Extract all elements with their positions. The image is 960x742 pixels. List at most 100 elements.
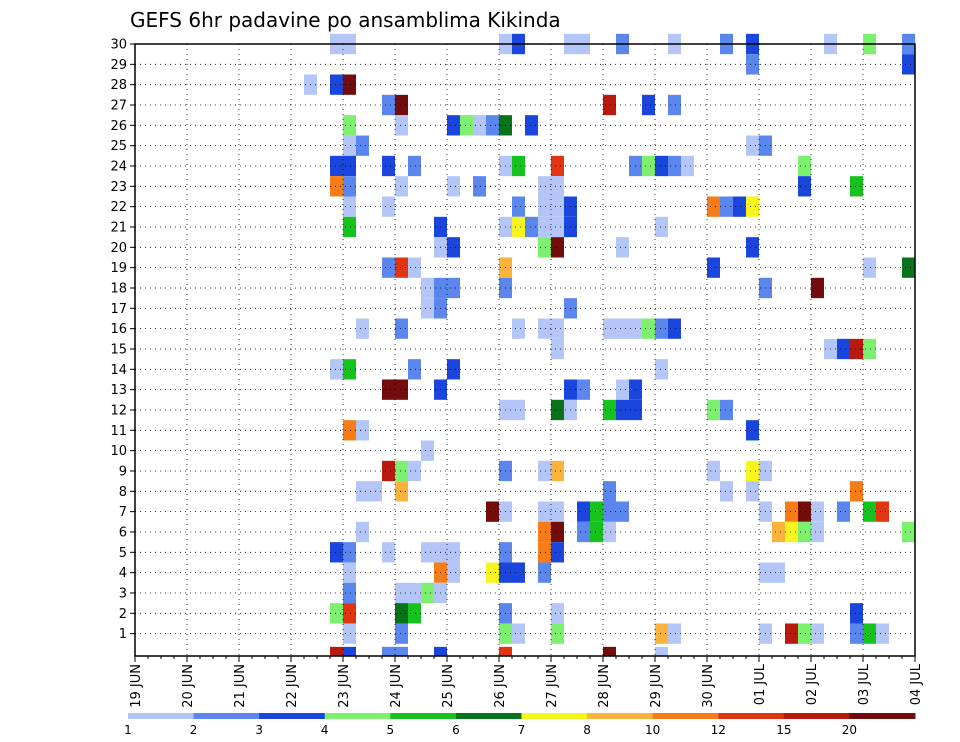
heatmap-cell: [512, 562, 525, 583]
colorbar-swatch: [783, 713, 850, 719]
heatmap-cell: [395, 582, 408, 604]
y-tick-label: 23: [110, 180, 127, 195]
colorbar-swatch: [259, 713, 326, 719]
heatmap-cell: [642, 318, 655, 339]
heatmap-cell: [811, 277, 824, 299]
heatmap-cell: [382, 94, 395, 116]
y-axis: 1234567891011121314151617181920212223242…: [110, 38, 135, 642]
heatmap-cell: [551, 318, 564, 339]
heatmap-cell: [746, 237, 759, 258]
heatmap-cell: [850, 176, 863, 197]
heatmap-cell: [395, 460, 408, 482]
heatmap-cell: [382, 460, 395, 482]
heatmap-cell: [551, 501, 564, 522]
heatmap-cell: [850, 623, 863, 644]
y-tick-label: 15: [110, 342, 127, 357]
heatmap-cell: [330, 542, 343, 563]
x-tick-label: 29 JUN: [649, 664, 664, 708]
colorbar-swatch: [128, 713, 195, 719]
heatmap-cell: [642, 94, 655, 116]
heatmap-cell: [551, 196, 564, 217]
heatmap-cell: [902, 521, 915, 543]
colorbar-label: 1: [124, 723, 132, 737]
heatmap-cell: [512, 318, 525, 339]
x-tick-label: 23 JUN: [337, 664, 352, 708]
heatmap-cell: [343, 582, 356, 604]
x-tick-label: 01 JUL: [753, 663, 768, 705]
heatmap-cell: [850, 338, 863, 360]
y-tick-label: 7: [119, 505, 127, 520]
x-tick-label: 28 JUN: [597, 664, 612, 708]
y-tick-label: 5: [119, 546, 127, 561]
heatmap-cell: [343, 623, 356, 644]
heatmap-cell: [603, 501, 616, 522]
colorbar-legend: 1 2 3 4 5 6 7 8 10 12 15 20: [124, 713, 916, 737]
y-tick-label: 6: [119, 525, 127, 540]
heatmap-cell: [356, 521, 369, 543]
heatmap-cell: [551, 460, 564, 482]
heatmap-cell: [551, 216, 564, 238]
heatmap-cell: [681, 155, 694, 177]
heatmap-cell: [395, 318, 408, 339]
y-tick-label: 30: [110, 38, 127, 53]
colorbar-swatch: [849, 713, 916, 719]
heatmap-cell: [512, 216, 525, 238]
x-tick-label: 24 JUN: [389, 664, 404, 708]
heatmap-cell: [655, 359, 668, 380]
heatmap-cell: [512, 399, 525, 421]
heatmap-cell: [486, 562, 499, 583]
heatmap-cell: [343, 603, 356, 624]
heatmap-cell: [551, 603, 564, 624]
heatmap-cell: [395, 115, 408, 136]
heatmap-cell: [525, 216, 538, 238]
heatmap-cell: [447, 562, 460, 583]
y-tick-label: 17: [110, 302, 127, 317]
colorbar-label: 12: [711, 723, 726, 737]
heatmap-cell: [707, 460, 720, 482]
heatmap-cell: [811, 521, 824, 543]
heatmap-cell: [655, 623, 668, 644]
y-tick-label: 27: [110, 98, 127, 113]
chart-title: GEFS 6hr padavine po ansamblima Kikinda: [130, 8, 561, 32]
heatmap-cell: [447, 237, 460, 258]
heatmap-cell: [616, 379, 629, 400]
heatmap-cell: [343, 359, 356, 380]
heatmap-cell: [772, 562, 785, 583]
heatmap-cell: [902, 54, 915, 75]
heatmap-cell: [382, 196, 395, 217]
y-tick-label: 16: [110, 322, 127, 337]
y-tick-label: 18: [110, 281, 127, 296]
heatmap-cell: [343, 155, 356, 177]
heatmap-cell: [447, 115, 460, 136]
y-tick-label: 24: [110, 159, 127, 174]
y-tick-label: 26: [110, 119, 127, 134]
heatmap-cell: [343, 542, 356, 563]
heatmap-cells: [304, 33, 915, 656]
heatmap-cell: [499, 646, 512, 656]
heatmap-cell: [395, 176, 408, 197]
heatmap-cell: [616, 501, 629, 522]
heatmap-cell: [603, 481, 616, 502]
y-tick-label: 10: [110, 444, 127, 459]
heatmap-cell: [876, 623, 889, 644]
heatmap-cell: [798, 521, 811, 543]
heatmap-cell: [330, 74, 343, 95]
heatmap-cell: [343, 74, 356, 95]
heatmap-cell: [408, 582, 421, 604]
colorbar-label: 15: [776, 723, 791, 737]
heatmap-cell: [603, 646, 616, 656]
heatmap-cell: [655, 155, 668, 177]
heatmap-cell: [421, 298, 434, 319]
heatmap-cell: [551, 623, 564, 644]
y-tick-label: 25: [110, 139, 127, 154]
heatmap-cell: [330, 359, 343, 380]
heatmap-cell: [330, 646, 343, 656]
heatmap-cell: [356, 318, 369, 339]
heatmap-cell: [577, 379, 590, 400]
heatmap-cell: [473, 115, 486, 136]
heatmap-cell: [668, 623, 681, 644]
heatmap-cell: [473, 176, 486, 197]
heatmap-cell: [408, 257, 421, 278]
heatmap-cell: [876, 501, 889, 522]
